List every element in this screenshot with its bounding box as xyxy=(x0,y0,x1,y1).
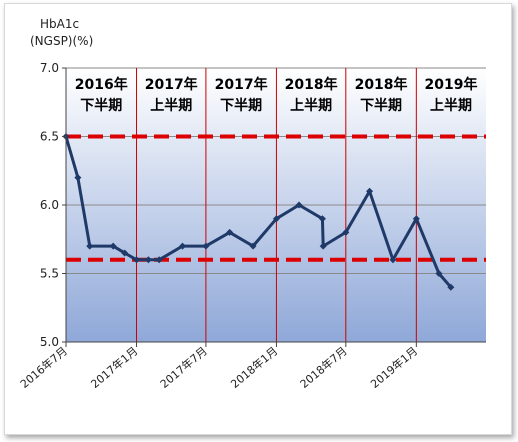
data-point xyxy=(179,242,187,250)
y-tick-label: 6.0 xyxy=(40,198,59,212)
data-point xyxy=(319,242,327,250)
period-dividers xyxy=(136,68,417,342)
period-half-label: 上半期 xyxy=(430,97,472,114)
x-tick-label: 2019年1月 xyxy=(368,344,421,391)
data-point xyxy=(318,215,326,223)
data-point xyxy=(121,249,129,257)
y-axis-title-line2: (NGSP)(%) xyxy=(30,34,94,48)
period-year-label: 2019年 xyxy=(425,76,478,93)
data-point xyxy=(295,201,303,209)
period-half-label: 下半期 xyxy=(80,97,122,114)
data-point xyxy=(412,215,420,223)
period-year-label: 2018年 xyxy=(285,76,338,93)
data-point xyxy=(342,228,350,236)
data-point xyxy=(272,215,280,223)
y-axis-title-line1: HbA1c xyxy=(40,17,80,31)
data-point xyxy=(144,256,152,264)
data-point xyxy=(133,256,141,264)
data-point xyxy=(86,242,94,250)
period-year-label: 2017年 xyxy=(145,76,198,93)
x-tick-label: 2017年7月 xyxy=(157,344,210,391)
x-tick-label: 2018年1月 xyxy=(228,344,281,391)
data-point xyxy=(74,174,82,182)
x-tick-label: 2016年7月 xyxy=(17,344,70,391)
x-tick-label: 2017年1月 xyxy=(88,344,141,391)
y-tick-label: 5.0 xyxy=(40,335,59,349)
data-point xyxy=(249,242,257,250)
period-year-label: 2018年 xyxy=(355,76,408,93)
period-half-label: 下半期 xyxy=(220,97,262,114)
data-point xyxy=(109,242,117,250)
data-point xyxy=(226,228,234,236)
data-point xyxy=(155,256,163,264)
series-line xyxy=(64,136,452,289)
x-tick-label: 2018年7月 xyxy=(297,344,350,391)
period-year-label: 2017年 xyxy=(215,76,268,93)
period-half-label: 下半期 xyxy=(360,97,402,114)
period-half-label: 上半期 xyxy=(290,97,332,114)
data-series xyxy=(62,133,455,291)
data-point xyxy=(447,283,455,291)
data-point xyxy=(389,256,397,264)
data-point xyxy=(435,270,443,277)
period-half-label: 上半期 xyxy=(150,97,192,114)
data-point xyxy=(202,242,210,250)
data-point xyxy=(366,187,374,195)
y-tick-label: 6.5 xyxy=(40,130,59,144)
period-year-label: 2016年 xyxy=(75,76,128,93)
y-tick-label: 5.5 xyxy=(40,267,59,281)
y-tick-label: 7.0 xyxy=(40,61,59,75)
